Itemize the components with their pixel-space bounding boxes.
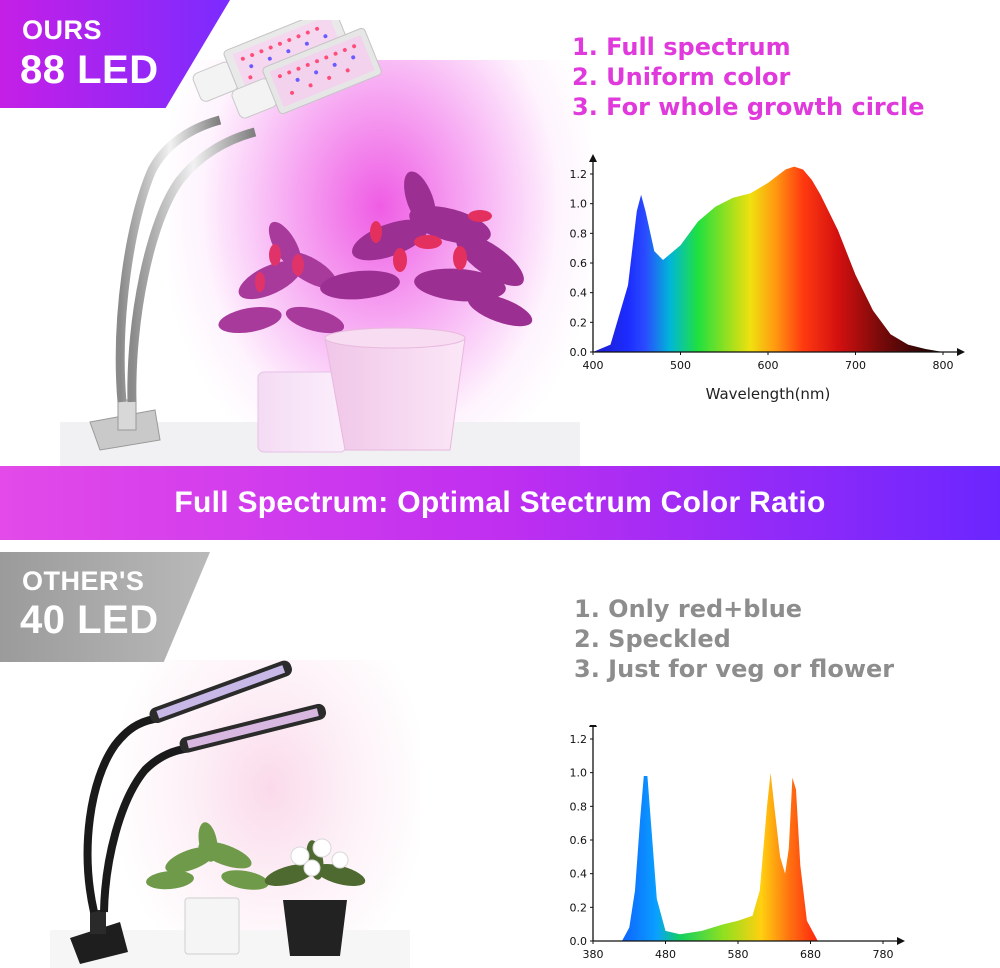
y-tick-label: 0.6 [570,257,588,270]
x-tick-label: 500 [670,359,691,372]
others-spectrum-chart: 0.0 0.2 0.4 0.6 0.8 1.0 1.2 380 480 580 680 780 [570,725,905,961]
x-tick-label: 700 [845,359,866,372]
ours-led-count: 88 LED [20,48,159,92]
y-tick-label: 0.6 [570,834,588,847]
x-tick-label: 580 [728,948,749,961]
others-led-count: 40 LED [20,598,159,642]
x-tick-label: 400 [583,359,604,372]
y-tick-label: 0.2 [570,316,588,329]
ours-feature-2: 2. Uniform color [572,63,791,91]
ours-spectrum-chart: 0.0 0.2 0.4 0.6 0.8 1.0 1.2 400 500 600 700 800 Wa… [570,154,965,403]
x-tick-label: 680 [800,948,821,961]
y-tick-label: 0.4 [570,287,588,300]
x-tick-label: 780 [873,948,894,961]
spectrum-area [622,772,818,941]
y-tick-label: 0.8 [570,800,588,813]
x-tick-label: 600 [758,359,779,372]
others-feature-3: 3. Just for veg or flower [574,655,895,683]
others-lamp-illustration [50,660,410,968]
others-feature-1: 1. Only red+blue [574,595,803,623]
spectrum-area [593,166,943,352]
ours-feature-3: 3. For whole growth circle [572,93,925,121]
y-tick-label: 1.0 [570,767,588,780]
y-tick-label: 0.2 [570,901,588,914]
ours-section: OURS 88 LED 1. Full spectrum 2. Uniform … [0,0,1000,466]
ours-feature-1: 1. Full spectrum [572,33,791,61]
y-tick-label: 0.0 [570,935,588,948]
ours-chart-xlabel: Wavelength(nm) [706,385,831,403]
x-tick-label: 800 [933,359,954,372]
y-tick-label: 0.8 [570,227,588,240]
others-badge-label: OTHER'S [22,566,145,596]
y-axis-arrow [589,725,597,727]
others-feature-list: 1. Only red+blue 2. Speckled 3. Just for… [574,594,894,684]
y-tick-label: 0.0 [570,346,588,359]
ours-lamp-illustration [60,20,580,466]
y-tick-label: 1.0 [570,198,588,211]
y-tick-label: 1.2 [570,733,588,746]
x-tick-label: 480 [655,948,676,961]
y-tick-label: 1.2 [570,168,588,181]
banner-title: Full Spectrum: Optimal Stectrum Color Ra… [174,486,826,519]
x-axis-arrow [897,937,905,945]
x-axis-arrow [957,348,965,356]
others-feature-2: 2. Speckled [574,625,731,653]
y-tick-label: 0.4 [570,868,588,881]
y-axis-arrow [589,154,597,162]
comparison-banner: Full Spectrum: Optimal Stectrum Color Ra… [0,466,1000,540]
ours-feature-list: 1. Full spectrum 2. Uniform color 3. For… [572,32,925,122]
x-tick-label: 380 [583,948,604,961]
ours-badge-label: OURS [22,15,103,45]
